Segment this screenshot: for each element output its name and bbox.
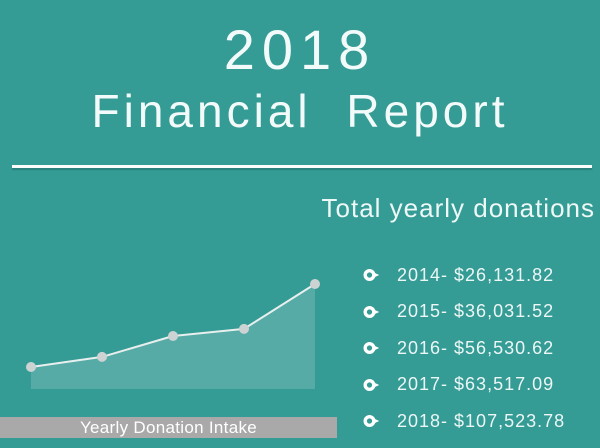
donation-list-item: 2014- $26,131.82 [363,257,565,294]
donation-list-item: 2018- $107,523.78 [363,403,565,440]
report-year-title: 2018 [223,18,377,81]
chart-data-point [239,323,249,334]
donation-amount-label: 2018- $107,523.78 [397,410,566,431]
donation-amount-label: 2016- $56,530.62 [397,337,555,358]
donation-list-item: 2015- $36,031.52 [363,294,565,331]
ring-pointer-bullet-icon [363,378,380,392]
report-title: Financial Report [91,85,509,137]
chart-data-point [168,331,178,341]
chart-data-point [310,279,320,289]
donation-list: 2014- $26,131.82 2015- $36,031.52 2016- … [363,257,565,440]
donation-amount-label: 2017- $63,517.09 [397,374,555,395]
chart-label-bar: Yearly Donation Intake [0,417,337,438]
donation-list-item: 2016- $56,530.62 [363,330,565,367]
chart-data-point [97,351,107,362]
title-divider [12,165,592,168]
ring-pointer-bullet-icon [363,341,380,355]
ring-pointer-bullet-icon [363,305,380,319]
chart-label: Yearly Donation Intake [79,418,258,437]
chart-data-point [26,362,36,372]
donation-amount-label: 2015- $36,031.52 [397,301,555,322]
donation-area-chart [26,279,320,389]
donations-heading: Total yearly donations [321,193,595,223]
donation-amount-label: 2014- $26,131.82 [397,264,555,285]
ring-pointer-bullet-icon [363,268,380,282]
ring-pointer-bullet-icon [363,414,380,428]
donation-list-item: 2017- $63,517.09 [363,367,565,404]
